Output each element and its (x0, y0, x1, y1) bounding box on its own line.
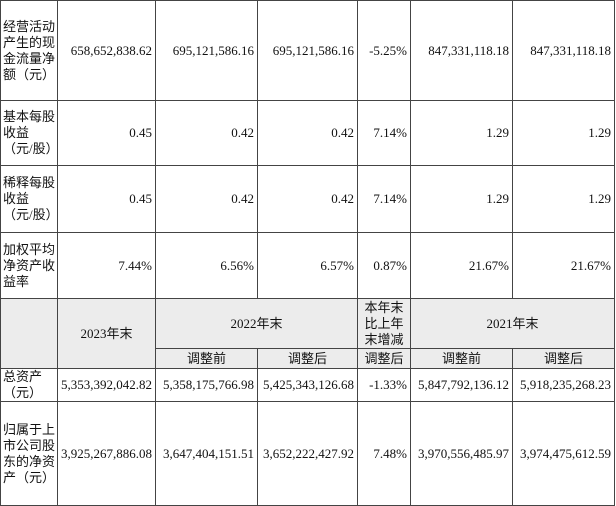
row-label: 经营活动产生的现金流量净额（元） (0, 0, 58, 101)
cell: 5,358,175,766.98 (155, 368, 258, 402)
cell: 847,331,118.18 (410, 0, 513, 101)
row-label: 总资产（元） (0, 368, 58, 402)
cell: 5,425,343,126.68 (257, 368, 358, 402)
cell: 1.29 (512, 165, 615, 233)
cell: 1.29 (410, 165, 513, 233)
header-sub: 调整后 (512, 348, 615, 369)
cell: 21.67% (512, 232, 615, 299)
header-sub: 调整前 (410, 348, 513, 369)
row-label: 加权平均净资产收益率 (0, 232, 58, 299)
table-row: 基本每股收益（元/股） 0.45 0.42 0.42 7.14% 1.29 1.29 (0, 100, 615, 166)
table-row: 总资产（元） 5,353,392,042.82 5,358,175,766.98 5,… (0, 368, 615, 402)
cell: 695,121,586.16 (155, 0, 258, 101)
cell: 0.42 (155, 100, 258, 166)
cell: 3,652,222,427.92 (257, 401, 358, 506)
cell: 7.48% (357, 401, 411, 506)
header-sub: 调整前 (155, 348, 258, 369)
cell: 0.42 (257, 100, 358, 166)
cell: 7.44% (57, 232, 156, 299)
header-cell: 2022年末 (155, 298, 358, 349)
cell: -1.33% (357, 368, 411, 402)
cell: 6.56% (155, 232, 258, 299)
cell: 5,353,392,042.82 (57, 368, 156, 402)
cell: 5,918,235,268.23 (512, 368, 615, 402)
header-sub: 调整后 (257, 348, 358, 369)
cell: 3,647,404,151.51 (155, 401, 258, 506)
cell: 6.57% (257, 232, 358, 299)
cell: 7.14% (357, 165, 411, 233)
table-header: 2023年末 2022年末 本年末比上年末增减 2021年末 调整前 调整后 调… (0, 298, 615, 369)
cell: 21.67% (410, 232, 513, 299)
table-row: 归属于上市公司股东的净资产（元） 3,925,267,886.08 3,647,40… (0, 401, 615, 506)
cell: 695,121,586.16 (257, 0, 358, 101)
header-cell: 2023年末 (57, 298, 156, 369)
cell: 0.42 (155, 165, 258, 233)
table-top: 经营活动产生的现金流量净额（元） 658,652,838.62 695,121,58… (0, 0, 615, 299)
cell: 3,974,475,612.59 (512, 401, 615, 506)
cell: 3,970,556,485.97 (410, 401, 513, 506)
table-row: 稀释每股收益（元/股） 0.45 0.42 0.42 7.14% 1.29 1.29 (0, 165, 615, 233)
cell: 0.87% (357, 232, 411, 299)
cell: 1.29 (410, 100, 513, 166)
table-row: 加权平均净资产收益率 7.44% 6.56% 6.57% 0.87% 21.67% 21.6… (0, 232, 615, 299)
cell: 3,925,267,886.08 (57, 401, 156, 506)
table-row: 经营活动产生的现金流量净额（元） 658,652,838.62 695,121,58… (0, 0, 615, 101)
cell: 847,331,118.18 (512, 0, 615, 101)
cell: -5.25% (357, 0, 411, 101)
row-label: 稀释每股收益（元/股） (0, 165, 59, 233)
row-label: 归属于上市公司股东的净资产（元） (0, 401, 58, 506)
cell: 0.42 (257, 165, 358, 233)
cell: 0.45 (57, 100, 156, 166)
header-cell: 本年末比上年末增减 (357, 298, 411, 349)
header-cell: 2021年末 (410, 298, 615, 349)
cell: 1.29 (512, 100, 615, 166)
row-label: 基本每股收益（元/股） (0, 100, 59, 166)
cell: 0.45 (57, 165, 156, 233)
header-empty (0, 298, 58, 369)
header-sub: 调整后 (357, 348, 411, 369)
cell: 5,847,792,136.12 (410, 368, 513, 402)
cell: 7.14% (357, 100, 411, 166)
cell: 658,652,838.62 (57, 0, 156, 101)
table-bottom: 总资产（元） 5,353,392,042.82 5,358,175,766.98 5,… (0, 368, 615, 506)
